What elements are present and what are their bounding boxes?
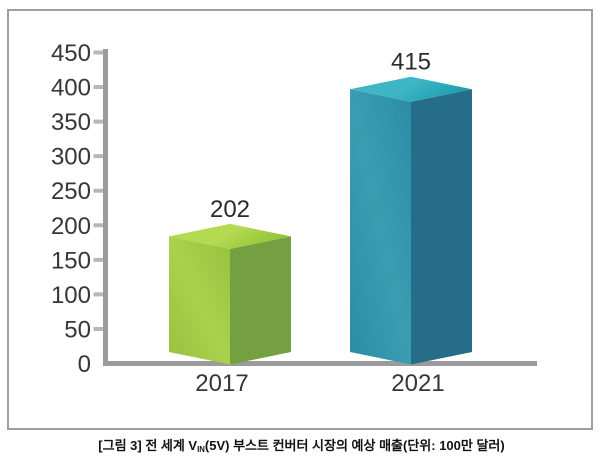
y-axis-tick	[93, 188, 103, 193]
bar-value-label: 415	[391, 49, 431, 76]
y-axis-tick	[93, 257, 103, 262]
bar-2017: 202 2017	[169, 196, 291, 397]
y-axis-label: 400	[51, 75, 91, 102]
bar-2021: 415 2021	[350, 49, 472, 397]
bar-left-face	[350, 89, 411, 365]
bar-left-face	[169, 236, 230, 365]
y-axis-tick	[93, 119, 103, 124]
y-axis-tick	[93, 50, 103, 55]
y-axis-label: 200	[51, 213, 91, 240]
y-axis-tick	[93, 326, 103, 331]
y-axis-line	[103, 49, 108, 366]
y-axis-label: 100	[51, 282, 91, 309]
x-axis-label: 2021	[391, 370, 444, 397]
bar-top-face	[169, 223, 291, 249]
bar-value-label: 202	[210, 196, 250, 223]
bar-right-face	[230, 236, 291, 365]
y-axis-label: 300	[51, 144, 91, 171]
bar-top-face	[350, 76, 472, 102]
y-axis-label: 350	[51, 109, 91, 136]
bar-right-face	[411, 89, 472, 365]
y-axis-label: 0	[78, 351, 91, 378]
y-axis-label: 250	[51, 178, 91, 205]
figure-caption: [그림 3] 전 세계 VIN(5V) 부스트 컨버터 시장의 예상 매출(단위…	[0, 435, 603, 454]
x-axis-line	[103, 361, 537, 366]
y-axis-tick	[93, 154, 103, 159]
y-axis-label: 450	[51, 40, 91, 67]
y-axis-tick	[93, 223, 103, 228]
y-axis-label: 150	[51, 247, 91, 274]
y-axis-tick	[93, 292, 103, 297]
caption-subscript: IN	[197, 444, 205, 454]
x-axis-label: 2017	[195, 370, 248, 397]
y-axis-label: 50	[64, 316, 91, 343]
y-axis-tick	[93, 85, 103, 90]
caption-suffix: (5V) 부스트 컨버터 시장의 예상 매출(단위: 100만 달러)	[204, 438, 505, 453]
caption-prefix: [그림 3] 전 세계 V	[98, 438, 198, 453]
